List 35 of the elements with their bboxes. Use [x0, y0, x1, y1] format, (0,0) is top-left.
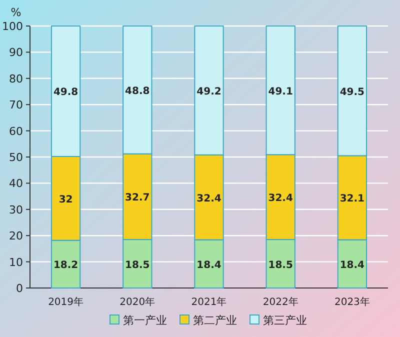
y-tick-label: 0	[16, 282, 23, 295]
data-label: 32.7	[125, 192, 150, 204]
data-label: 32.4	[196, 193, 222, 204]
data-label: 48.8	[125, 86, 150, 97]
data-label: 32.4	[268, 193, 293, 204]
data-label: 49.8	[53, 87, 78, 98]
data-label: 49.1	[268, 86, 293, 98]
data-label: 32	[58, 194, 73, 206]
x-tick-label: 2021年	[191, 296, 227, 308]
data-label: 18.5	[268, 260, 293, 271]
y-tick-label: 100	[2, 20, 23, 33]
legend-label: 第一产业	[123, 314, 167, 327]
data-label: 18.2	[53, 260, 78, 272]
legend-label: 第三产业	[263, 314, 307, 327]
data-label: 49.5	[340, 86, 365, 98]
x-tick-label: 2023年	[334, 296, 370, 308]
y-tick-label: 80	[9, 72, 23, 86]
y-tick-label: 90	[9, 46, 23, 60]
y-tick-label: 20	[9, 230, 23, 243]
data-label: 18.5	[125, 260, 150, 271]
x-tick-label: 2019年	[48, 296, 84, 308]
y-tick-label: 40	[9, 177, 23, 190]
y-tick-label: 50	[9, 151, 23, 164]
data-label: 18.4	[340, 260, 365, 271]
data-label: 49.2	[196, 86, 222, 98]
y-axis-title: %	[10, 6, 22, 19]
y-tick-label: 30	[9, 203, 23, 216]
data-label: 32.1	[340, 194, 365, 205]
y-tick-label: 70	[9, 98, 23, 112]
y-tick-label: 60	[9, 124, 23, 138]
x-tick-label: 2022年	[262, 296, 298, 308]
y-tick-label: 10	[9, 256, 23, 269]
data-label: 18.4	[196, 260, 222, 271]
x-tick-label: 2020年	[120, 296, 156, 308]
legend-label: 第二产业	[193, 314, 237, 327]
